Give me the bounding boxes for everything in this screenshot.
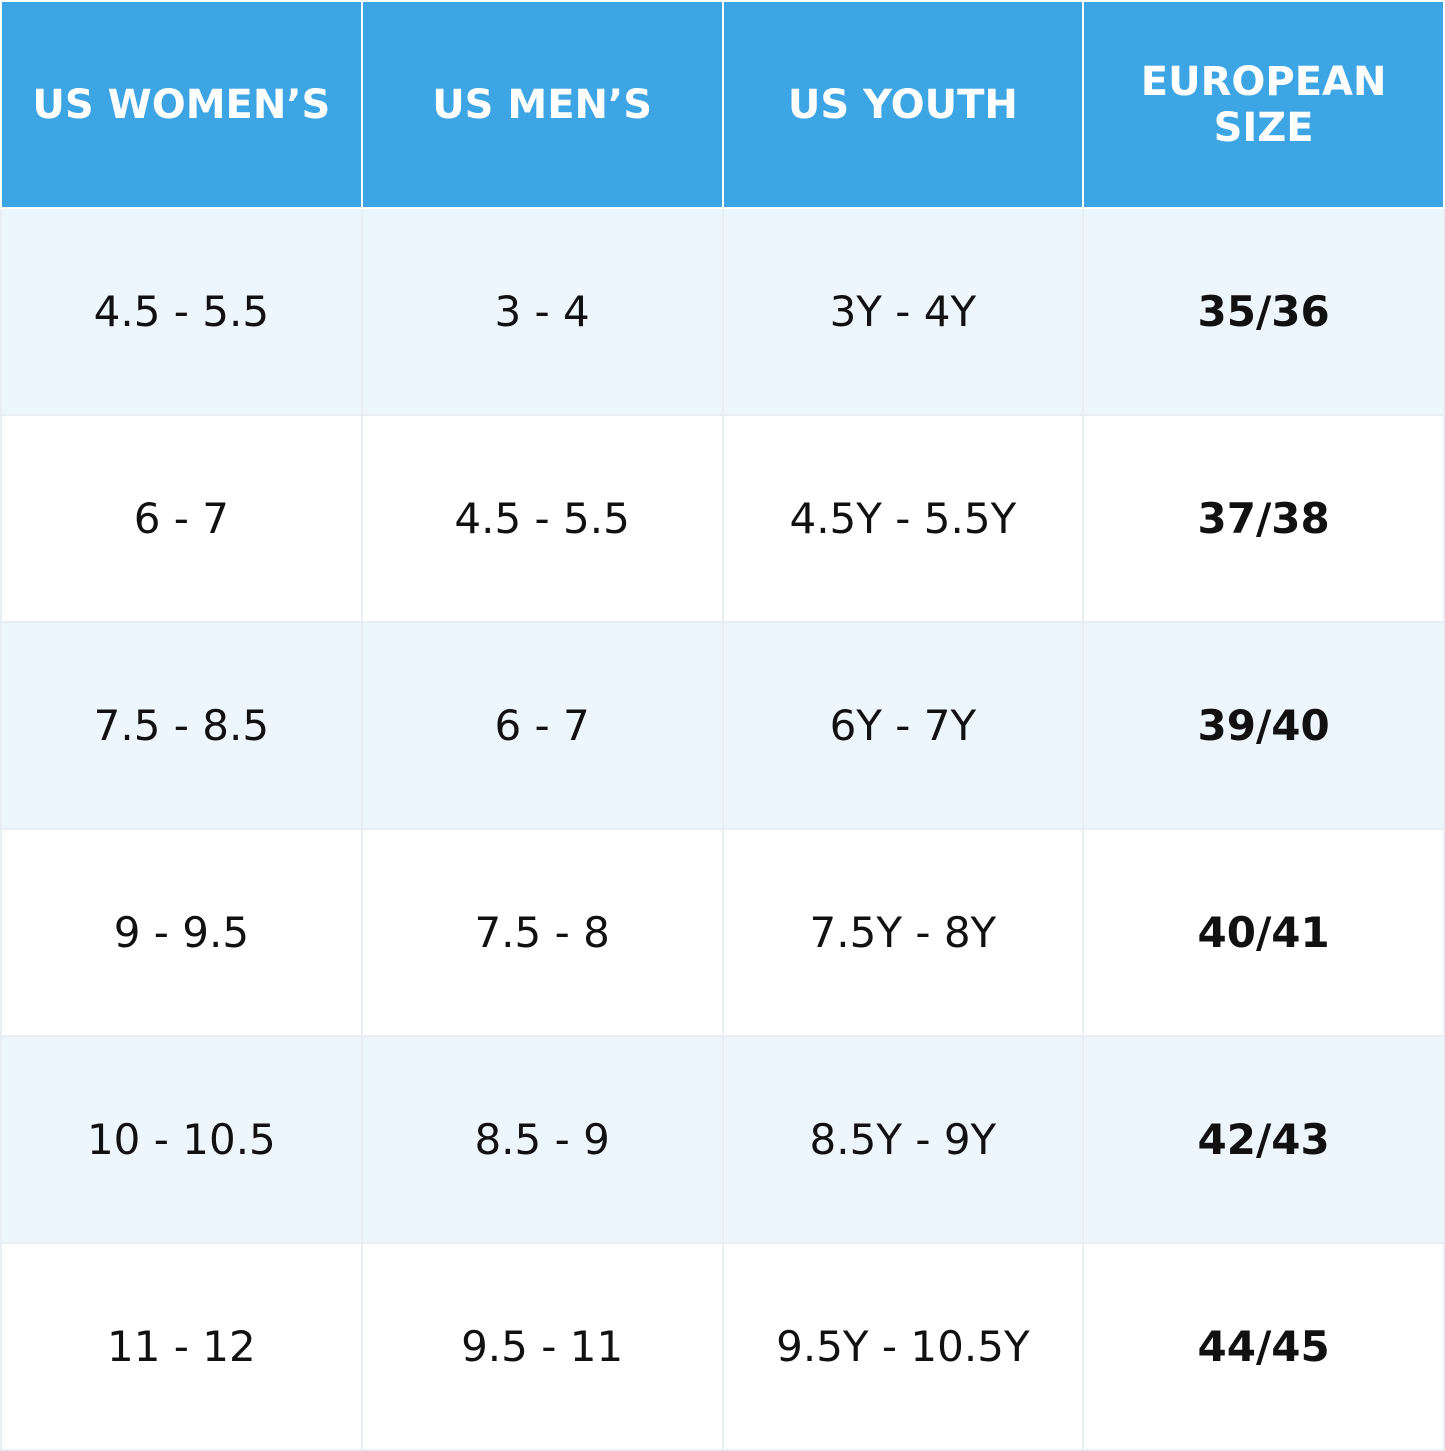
table-cell: 6 - 7 xyxy=(360,621,724,830)
table-cell: 3 - 4 xyxy=(360,207,724,416)
table-row: 7.5 - 8.5 6 - 7 6Y - 7Y 39/40 xyxy=(0,621,1445,830)
table-cell: 4.5 - 5.5 xyxy=(360,414,724,623)
table-cell: 8.5 - 9 xyxy=(360,1035,724,1244)
table-cell: 9.5Y - 10.5Y xyxy=(721,1242,1085,1451)
table-cell: 6 - 7 xyxy=(0,414,363,623)
table-body: 4.5 - 5.5 3 - 4 3Y - 4Y 35/36 6 - 7 4.5 - 5.5… xyxy=(0,207,1445,1451)
table-cell: 37/38 xyxy=(1082,414,1445,623)
table-row: 11 - 12 9.5 - 11 9.5Y - 10.5Y 44/45 xyxy=(0,1242,1445,1451)
table-cell: 7.5 - 8 xyxy=(360,828,724,1037)
table-cell: 7.5Y - 8Y xyxy=(721,828,1085,1037)
table-cell: 3Y - 4Y xyxy=(721,207,1085,416)
header-row: US WOMEN’S US MEN’S US YOUTH EUROPEAN SIZE xyxy=(0,0,1445,209)
table-cell: 35/36 xyxy=(1082,207,1445,416)
table-row: 9 - 9.5 7.5 - 8 7.5Y - 8Y 40/41 xyxy=(0,828,1445,1037)
column-header: US MEN’S xyxy=(360,0,724,209)
table-row: 10 - 10.5 8.5 - 9 8.5Y - 9Y 42/43 xyxy=(0,1035,1445,1244)
table-cell: 4.5 - 5.5 xyxy=(0,207,363,416)
table-cell: 6Y - 7Y xyxy=(721,621,1085,830)
table-cell: 9 - 9.5 xyxy=(0,828,363,1037)
table-cell: 8.5Y - 9Y xyxy=(721,1035,1085,1244)
table-cell: 39/40 xyxy=(1082,621,1445,830)
table-row: 6 - 7 4.5 - 5.5 4.5Y - 5.5Y 37/38 xyxy=(0,414,1445,623)
table-cell: 7.5 - 8.5 xyxy=(0,621,363,830)
table-cell: 44/45 xyxy=(1082,1242,1445,1451)
table-cell: 10 - 10.5 xyxy=(0,1035,363,1244)
column-header: US WOMEN’S xyxy=(0,0,363,209)
table-cell: 42/43 xyxy=(1082,1035,1445,1244)
table-cell: 4.5Y - 5.5Y xyxy=(721,414,1085,623)
table-row: 4.5 - 5.5 3 - 4 3Y - 4Y 35/36 xyxy=(0,207,1445,416)
column-header: US YOUTH xyxy=(721,0,1085,209)
table-cell: 40/41 xyxy=(1082,828,1445,1037)
table-cell: 9.5 - 11 xyxy=(360,1242,724,1451)
table-cell: 11 - 12 xyxy=(0,1242,363,1451)
column-header: EUROPEAN SIZE xyxy=(1082,0,1445,209)
